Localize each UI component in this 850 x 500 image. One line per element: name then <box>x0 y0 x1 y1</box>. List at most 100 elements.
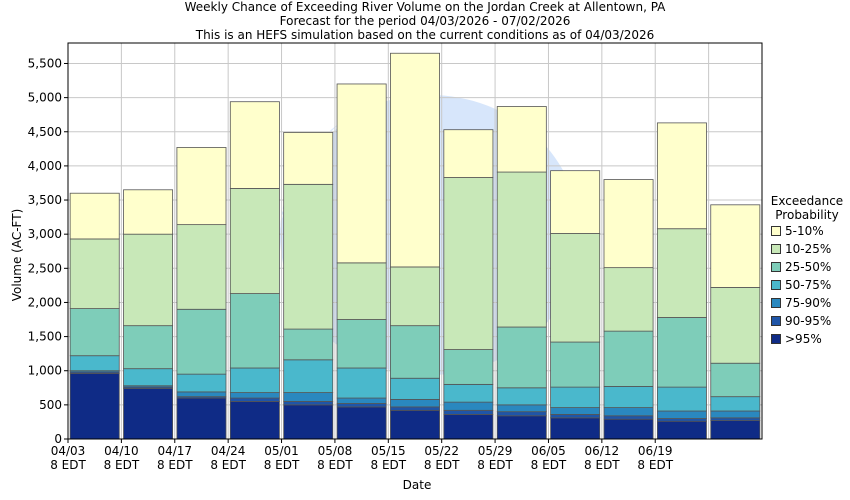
bar-segment <box>336 83 387 264</box>
legend-title-line-1: Exceedance <box>770 194 844 208</box>
bar-segment <box>390 398 440 408</box>
x-tick-label: 05/08 <box>318 444 353 458</box>
x-tick-label: 04/10 <box>104 444 139 458</box>
plot-frame <box>67 42 763 440</box>
legend-swatch <box>771 316 781 326</box>
bar-segment <box>176 391 227 398</box>
x-axis-title: Date <box>402 478 432 492</box>
x-tick-label: 05/01 <box>264 444 299 458</box>
bar-segment <box>229 397 280 402</box>
bar-segment <box>496 106 547 173</box>
legend-label: 50-75% <box>785 278 832 292</box>
bar-segment <box>390 406 440 411</box>
chart-title: Weekly Chance of Exceeding River Volume … <box>0 0 850 42</box>
y-tick-label: 0 <box>54 432 62 446</box>
bar-segment <box>283 404 334 440</box>
bar-segment <box>390 409 440 440</box>
legend-item: 75-90% <box>771 294 847 312</box>
bar-segment <box>496 326 547 389</box>
bar-segment <box>69 373 120 440</box>
x-tick-label-time: 8 EDT <box>317 458 353 472</box>
bar-segment <box>229 367 280 393</box>
bar-segment <box>656 228 707 318</box>
bar-segment <box>69 355 120 372</box>
y-tick-label: 3,000 <box>28 227 62 241</box>
bar-segment <box>603 415 654 420</box>
legend-swatch <box>771 334 781 344</box>
bar-segment <box>283 359 334 393</box>
bar-segment <box>69 238 120 309</box>
legend-item: 50-75% <box>771 276 847 294</box>
bar-segment <box>496 411 547 417</box>
bar-segment <box>550 170 601 234</box>
bar-segment <box>283 183 334 330</box>
x-tick-label-time: 8 EDT <box>584 458 620 472</box>
y-tick-label: 1,000 <box>28 364 62 378</box>
legend-label: 25-50% <box>785 260 832 274</box>
legend-item: 5-10% <box>771 222 847 240</box>
bar-segment <box>550 414 601 419</box>
bar-segment <box>229 188 280 294</box>
bar-segment <box>283 401 334 406</box>
legend-label: 90-95% <box>785 314 832 328</box>
x-tick-label-time: 8 EDT <box>424 458 460 472</box>
legend-label: 10-25% <box>785 242 832 256</box>
x-tick-label-time: 8 EDT <box>637 458 673 472</box>
bar-segment <box>710 287 761 364</box>
bar-segment <box>496 387 547 406</box>
x-tick-label: 05/22 <box>424 444 459 458</box>
bar-segment <box>443 409 494 415</box>
bar-segment <box>496 171 547 328</box>
bar-segment <box>603 418 654 440</box>
bar-segment <box>69 308 120 357</box>
bar-segment <box>603 179 654 269</box>
legend-title-line-2: Probability <box>775 208 839 222</box>
bar-segment <box>229 392 280 399</box>
x-tick-label: 05/15 <box>371 444 406 458</box>
x-tick-label: 06/12 <box>585 444 620 458</box>
bar-segment <box>443 383 494 403</box>
bar-segment <box>656 410 707 419</box>
bar-segment <box>710 410 761 419</box>
bar-segment <box>443 349 494 385</box>
x-tick-label-time: 8 EDT <box>210 458 246 472</box>
bar-segment <box>550 233 601 343</box>
bar-segment <box>229 293 280 369</box>
bar-segment <box>710 417 761 421</box>
bar-segment <box>336 367 387 399</box>
bar-segment <box>550 417 601 440</box>
y-tick-label: 2,500 <box>28 261 62 275</box>
x-tick-label: 04/24 <box>211 444 246 458</box>
bar-segment <box>390 325 440 379</box>
legend-label: >95% <box>785 332 822 346</box>
bar-segment <box>603 267 654 332</box>
bar-segment <box>123 388 174 440</box>
bar-segment <box>390 52 440 268</box>
bar-segment <box>710 420 761 440</box>
x-tick-label-time: 8 EDT <box>104 458 140 472</box>
x-tick-label-time: 8 EDT <box>531 458 567 472</box>
bar-segment <box>443 414 494 440</box>
y-tick-label: 3,500 <box>28 193 62 207</box>
bar-segment <box>710 204 761 288</box>
bar-segment <box>123 233 174 327</box>
bar-segment <box>550 341 601 388</box>
x-tick-label-time: 8 EDT <box>371 458 407 472</box>
y-axis-title: Volume (AC-FT) <box>10 208 24 302</box>
x-tick-label: 04/17 <box>157 444 192 458</box>
x-tick-label-time: 8 EDT <box>477 458 513 472</box>
bar-segment <box>550 407 601 415</box>
bars <box>69 52 761 440</box>
y-tick-label: 4,000 <box>28 159 62 173</box>
y-tick-label: 500 <box>39 398 62 412</box>
bar-segment <box>69 192 120 240</box>
y-tick-label: 5,500 <box>28 56 62 70</box>
y-tick-label: 1,500 <box>28 330 62 344</box>
legend-title: Exceedance Probability <box>767 194 847 222</box>
x-tick-label: 06/05 <box>531 444 566 458</box>
bar-segment <box>336 397 387 404</box>
y-tick-label: 4,500 <box>28 125 62 139</box>
bar-segment <box>123 368 174 387</box>
